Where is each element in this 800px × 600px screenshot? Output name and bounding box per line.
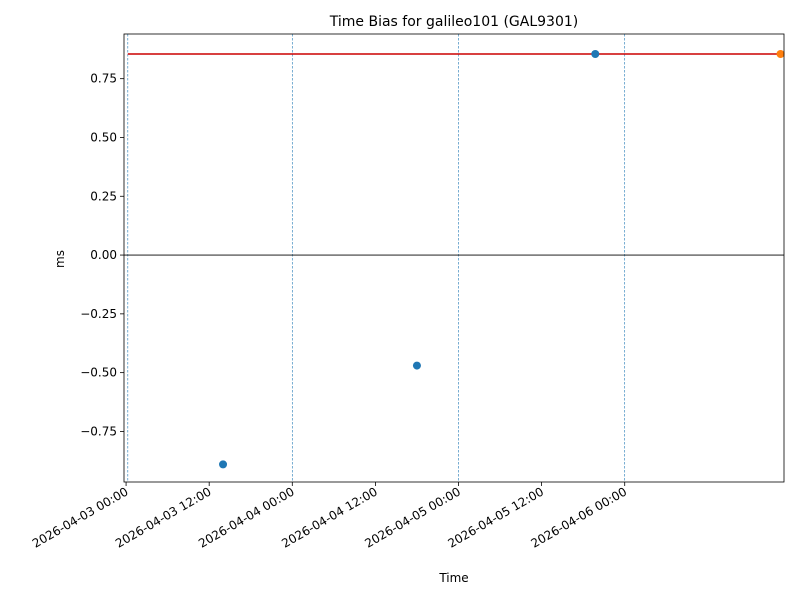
y-tick-label: −0.50	[80, 366, 117, 380]
chart-title: Time Bias for galileo101 (GAL9301)	[329, 14, 579, 30]
point-layer	[219, 49, 785, 469]
y-tick-label: 0.00	[90, 248, 117, 262]
data-point-series-0	[412, 361, 421, 370]
y-axis-ticks: −0.75 −0.50 −0.25 0.00 0.25 0.50 0.75	[80, 72, 124, 438]
y-tick-label: 0.25	[90, 189, 117, 203]
grid-layer	[124, 34, 784, 482]
data-point-series-0	[219, 460, 228, 469]
x-axis-label: Time	[438, 571, 468, 585]
y-axis-label: ms	[53, 250, 67, 268]
y-tick-label: −0.75	[80, 424, 117, 438]
plot-frame	[123, 33, 785, 483]
y-tick-label: 0.75	[90, 72, 117, 86]
data-point-series-0	[591, 49, 600, 58]
y-tick-label: 0.50	[90, 130, 117, 144]
data-point-series-1	[776, 49, 785, 58]
y-tick-label: −0.25	[80, 307, 117, 321]
